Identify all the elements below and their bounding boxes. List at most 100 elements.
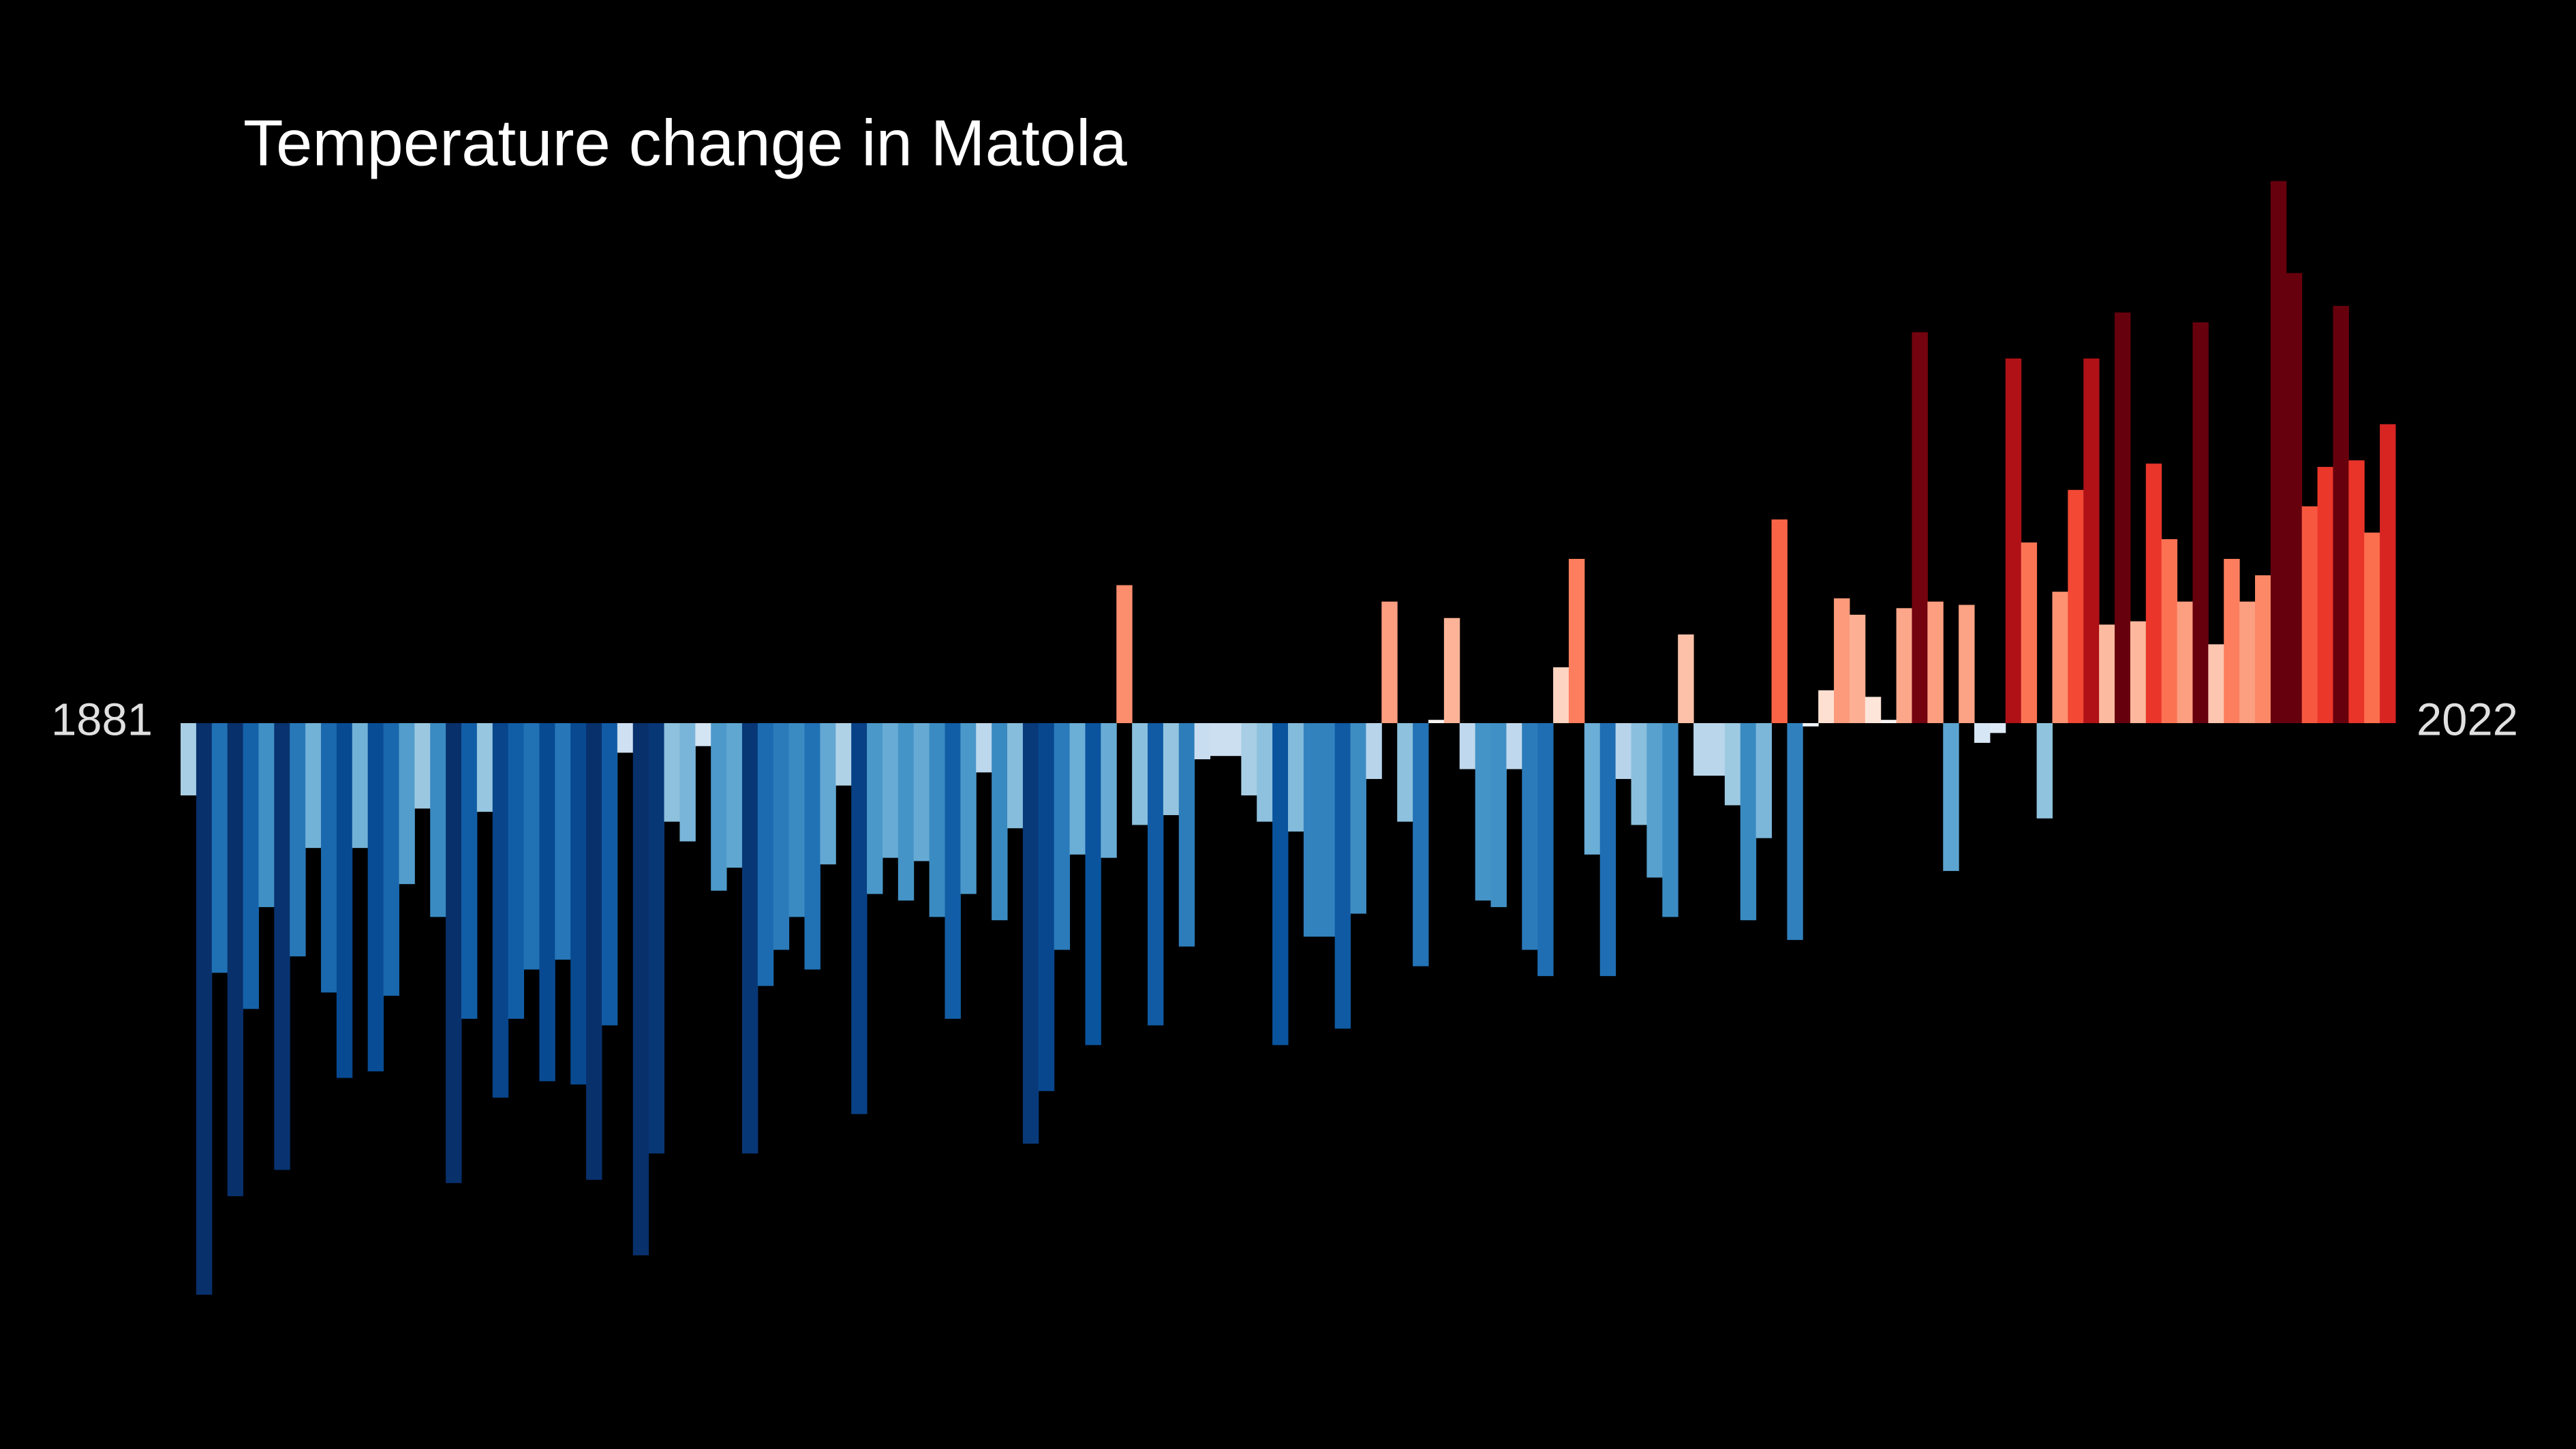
- bar: [1740, 723, 1757, 921]
- bar: [726, 723, 743, 868]
- bar: [2021, 542, 2038, 723]
- bar: [555, 723, 571, 960]
- bar: [2364, 532, 2380, 723]
- bar: [1755, 723, 1773, 838]
- bar: [679, 723, 696, 842]
- bar: [2145, 463, 2162, 723]
- bar: [1459, 723, 1476, 769]
- bar: [1537, 723, 1554, 977]
- bar: [1646, 723, 1663, 878]
- bar: [1678, 634, 1694, 723]
- bar: [992, 723, 1008, 921]
- bar: [1662, 723, 1678, 917]
- bar: [1522, 723, 1538, 950]
- bar: [1912, 332, 1928, 723]
- bar: [2270, 181, 2287, 723]
- bar: [1475, 723, 1492, 901]
- bar: [1054, 723, 1071, 950]
- bar: [1568, 559, 1585, 723]
- bar: [1599, 723, 1616, 977]
- bar: [539, 723, 555, 1082]
- bar: [1007, 723, 1024, 829]
- bar: [1631, 723, 1647, 825]
- bar: [1210, 723, 1226, 757]
- bar: [1381, 601, 1398, 723]
- bar: [1194, 723, 1211, 760]
- bar: [1849, 614, 1866, 723]
- bar: [1241, 723, 1257, 796]
- bar: [632, 723, 649, 1255]
- bar: [664, 723, 680, 822]
- bar: [773, 723, 790, 950]
- bar: [1865, 697, 1882, 723]
- bar: [788, 723, 805, 917]
- year-label: 1881: [51, 695, 153, 746]
- bar: [1803, 723, 1819, 727]
- bar: [1178, 723, 1195, 947]
- bar: [1413, 723, 1429, 966]
- bar: [898, 723, 915, 901]
- bar: [1584, 723, 1601, 855]
- bar: [2036, 723, 2053, 819]
- bar: [290, 723, 306, 957]
- bar: [1163, 723, 1180, 815]
- bar: [695, 723, 711, 746]
- bar: [2115, 312, 2131, 723]
- bar: [1148, 723, 1164, 1026]
- bar: [1974, 723, 1991, 743]
- bar: [1334, 723, 1351, 1029]
- bar: [258, 723, 275, 907]
- bar: [2005, 358, 2022, 723]
- bar: [1038, 723, 1055, 1091]
- bar: [1225, 723, 1242, 757]
- bar: [648, 723, 665, 1154]
- bar: [2192, 322, 2209, 724]
- bar: [446, 723, 462, 1183]
- bar: [2224, 559, 2240, 723]
- bar: [1771, 519, 1788, 723]
- bar: [913, 723, 930, 861]
- bar: [1022, 723, 1039, 1144]
- bar: [476, 723, 493, 812]
- bar: [1943, 723, 1959, 871]
- bar: [508, 723, 525, 1019]
- bar: [1880, 720, 1897, 723]
- bar: [399, 723, 415, 885]
- bar: [1366, 723, 1382, 779]
- bar: [757, 723, 774, 986]
- bar: [586, 723, 602, 1180]
- bar: [1989, 723, 2006, 733]
- bar: [305, 723, 322, 849]
- bar: [1132, 723, 1148, 825]
- bar: [2161, 539, 2178, 723]
- bar: [570, 723, 587, 1085]
- bar: [867, 723, 883, 894]
- bar: [601, 723, 618, 1026]
- bar: [227, 723, 244, 1197]
- bar: [1272, 723, 1289, 1046]
- bar: [835, 723, 852, 786]
- bar: [1615, 723, 1632, 779]
- bar: [1896, 608, 1912, 723]
- bar: [1397, 723, 1413, 822]
- bar: [2052, 592, 2068, 723]
- bar: [383, 723, 399, 996]
- bar: [1693, 723, 1710, 776]
- bar: [1288, 723, 1304, 832]
- bar: [2239, 601, 2256, 723]
- bar: [243, 723, 259, 1009]
- bar: [1303, 723, 1320, 937]
- bar: [1490, 723, 1507, 907]
- bar: [1506, 723, 1522, 769]
- bar: [1428, 720, 1445, 723]
- bar: [367, 723, 384, 1071]
- bar: [2301, 506, 2318, 723]
- bar: [414, 723, 431, 809]
- bar: [2099, 624, 2115, 723]
- bar: [336, 723, 353, 1078]
- bar: [1959, 605, 1975, 723]
- bar: [430, 723, 446, 917]
- bar: [929, 723, 945, 917]
- bar: [1708, 723, 1726, 776]
